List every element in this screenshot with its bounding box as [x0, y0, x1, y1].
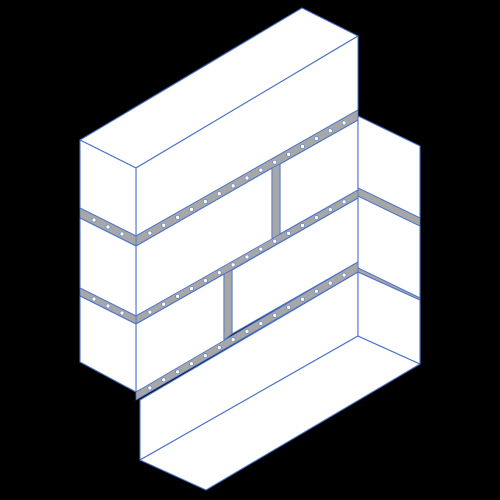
mortar-dot: [287, 231, 291, 235]
mortar-dot: [217, 192, 221, 196]
mortar-dot: [301, 224, 305, 228]
mortar-dot: [217, 271, 221, 275]
mortar-dot: [92, 297, 96, 301]
mortar-dot: [190, 287, 194, 291]
mortar-dot: [148, 231, 152, 235]
mortar-dot: [273, 313, 277, 317]
mortar-dot: [342, 273, 346, 277]
mortar-dot: [92, 218, 96, 222]
mortar-dot: [287, 305, 291, 309]
mortar-dot: [217, 346, 221, 350]
mortar-dot: [301, 145, 305, 149]
mortar-dot: [314, 289, 318, 293]
mortar-dot: [273, 239, 277, 243]
mortar-dot: [106, 225, 110, 229]
mortar-dot: [231, 184, 235, 188]
mortar-dot: [162, 223, 166, 227]
mortar-dot: [148, 310, 152, 314]
mortar-dot: [328, 129, 332, 133]
mortar-dot: [259, 247, 263, 251]
mortar-dot: [314, 216, 318, 220]
mortar-dot: [120, 232, 124, 236]
mortar-dot: [162, 302, 166, 306]
mortar-dot: [301, 297, 305, 301]
mortar-dot: [162, 378, 166, 382]
mortar-dot: [203, 279, 207, 283]
mortar-dot: [342, 200, 346, 204]
mortar-dot: [245, 176, 249, 180]
mortar-dot: [148, 386, 152, 390]
mortar-vertical-row3: [224, 270, 232, 340]
mortar-dot: [176, 215, 180, 219]
mortar-dot: [176, 294, 180, 298]
mortar-dot: [273, 160, 277, 164]
mortar-dot: [259, 168, 263, 172]
mortar-dot: [190, 208, 194, 212]
mortar-dot: [190, 362, 194, 366]
mortar-dot: [342, 121, 346, 125]
mortar-dot: [245, 330, 249, 334]
mortar-dot: [231, 263, 235, 267]
mortar-dot: [203, 200, 207, 204]
mortar-dot: [245, 255, 249, 259]
mortar-dot: [287, 152, 291, 156]
mortar-dot: [176, 370, 180, 374]
mortar-vertical-row2: [272, 164, 280, 240]
mortar-dot: [203, 354, 207, 358]
mortar-dot: [106, 304, 110, 308]
mortar-dot: [314, 137, 318, 141]
mortar-dot: [120, 311, 124, 315]
mortar-dot: [328, 281, 332, 285]
mortar-dot: [328, 208, 332, 212]
mortar-dot: [259, 321, 263, 325]
mortar-dot: [231, 338, 235, 342]
